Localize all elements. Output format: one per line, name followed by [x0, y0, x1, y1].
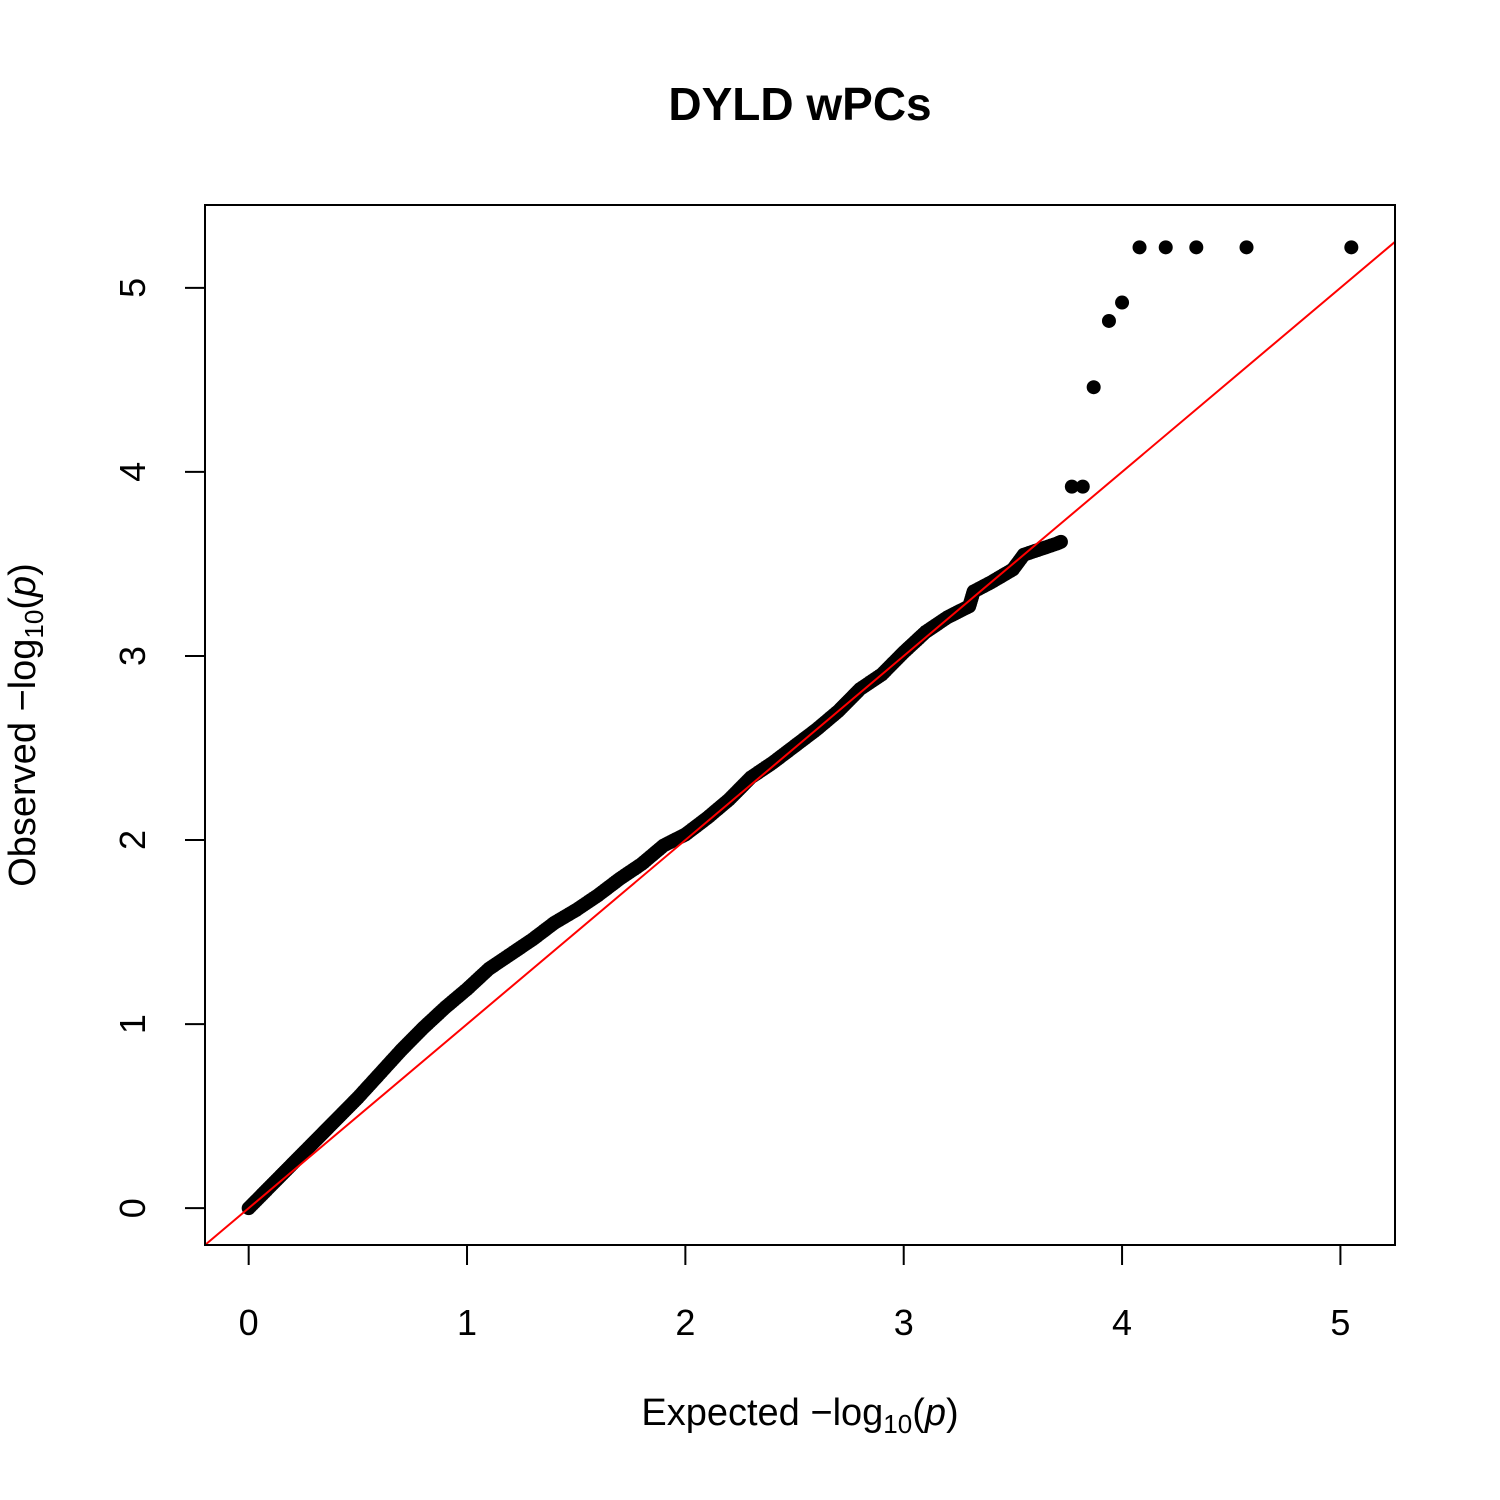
- x-tick-label: 0: [239, 1302, 259, 1343]
- y-tick-label: 3: [112, 646, 153, 666]
- reference-line: [204, 241, 1396, 1246]
- y-tick-label: 5: [112, 278, 153, 298]
- x-tick-label: 3: [894, 1302, 914, 1343]
- data-point: [1189, 240, 1204, 255]
- data-point: [1344, 240, 1359, 255]
- y-tick-label: 4: [112, 462, 153, 482]
- data-point: [1158, 240, 1173, 255]
- x-tick-label: 2: [675, 1302, 695, 1343]
- plot-frame: [204, 204, 1396, 1246]
- data-point: [1132, 240, 1147, 255]
- y-tick-label: 1: [112, 1014, 153, 1034]
- y-tick-label: 2: [112, 830, 153, 850]
- x-tick-label: 5: [1330, 1302, 1350, 1343]
- y-axis-label: Observed −log10(p): [2, 563, 49, 887]
- data-point: [1115, 295, 1130, 310]
- x-tick-label: 1: [457, 1302, 477, 1343]
- chart-title: DYLD wPCs: [668, 78, 931, 130]
- x-axis: 0 1 2 3 4 5: [239, 1244, 1350, 1343]
- y-axis: 0 1 2 3 4 5: [112, 278, 206, 1218]
- data-point: [1064, 479, 1079, 494]
- data-point: [1239, 240, 1254, 255]
- data-points: [241, 240, 1359, 1216]
- x-axis-label: Expected −log10(p): [641, 1392, 958, 1439]
- y-tick-label: 0: [112, 1198, 153, 1218]
- data-point: [1101, 313, 1116, 328]
- data-point: [1053, 534, 1068, 549]
- data-point: [1086, 380, 1101, 395]
- data-point: [1075, 479, 1090, 494]
- x-tick-label: 4: [1112, 1302, 1132, 1343]
